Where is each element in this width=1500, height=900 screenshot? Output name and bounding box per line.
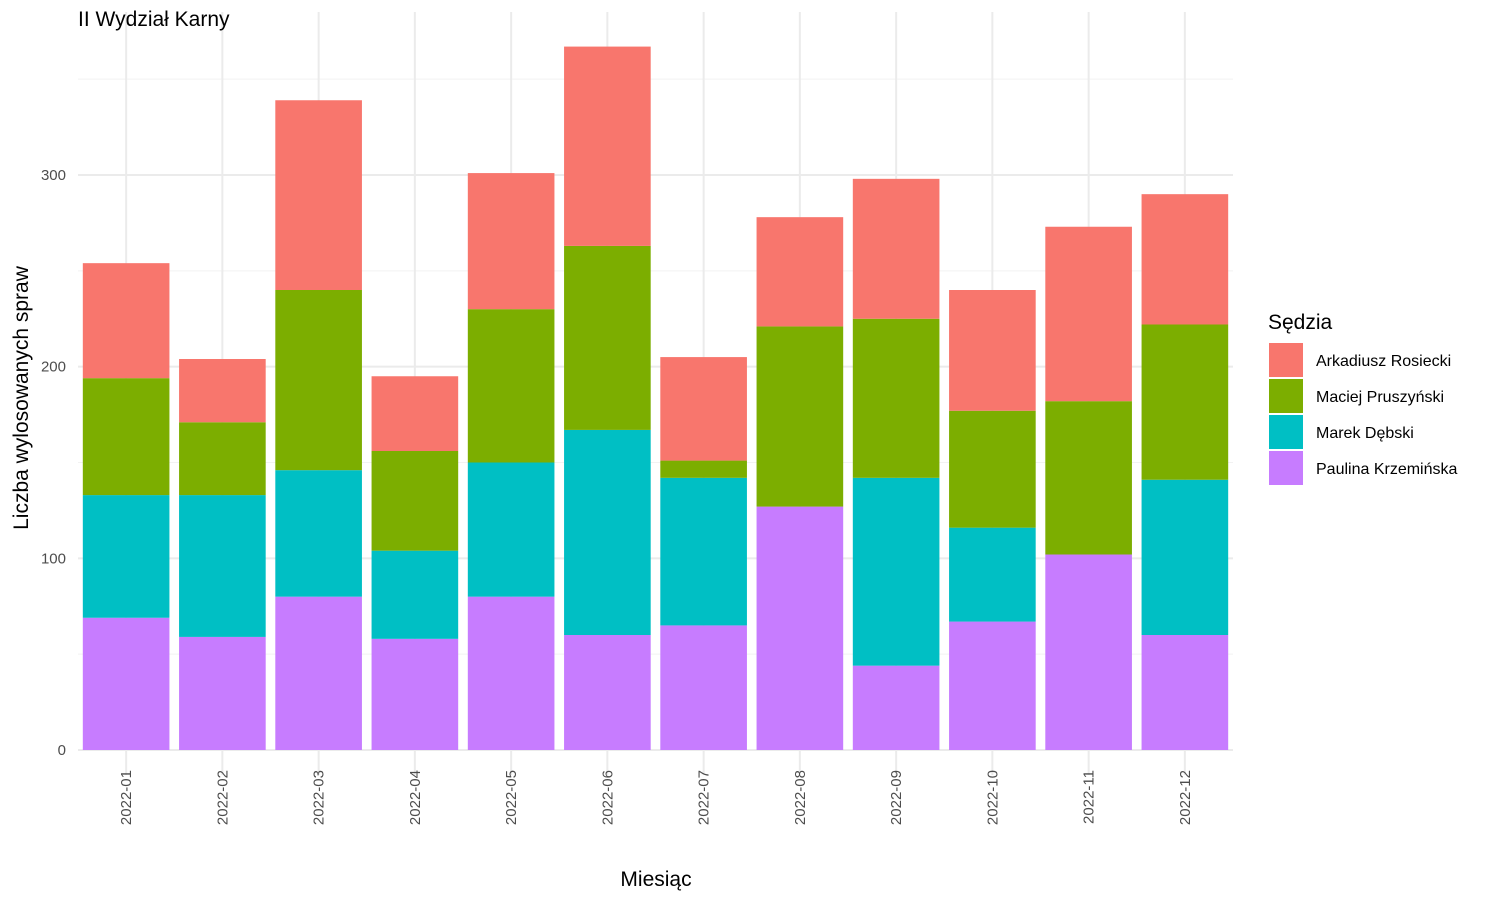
bar-segment	[949, 290, 1036, 411]
bar-segment	[660, 357, 747, 461]
x-tick-label: 2022-09	[888, 770, 905, 825]
legend-label: Maciej Pruszyński	[1316, 389, 1444, 406]
bar-segment	[179, 636, 266, 750]
bar-segment	[467, 596, 555, 750]
bar-segment	[756, 326, 844, 507]
legend-label: Arkadiusz Rosiecki	[1316, 353, 1451, 370]
bar-segment	[82, 617, 170, 750]
x-tick-label: 2022-11	[1081, 770, 1098, 824]
bar-segment	[660, 477, 747, 626]
x-tick-label: 2022-02	[214, 770, 231, 825]
legend-swatch	[1269, 415, 1303, 449]
bar-segment	[1045, 554, 1132, 750]
bar-segment	[564, 635, 651, 750]
bar-segment	[371, 550, 459, 639]
bar-segment	[852, 665, 940, 750]
x-axis-title: Miesiąc	[620, 868, 691, 891]
bar-segment	[1141, 194, 1229, 325]
x-tick-label: 2022-05	[503, 770, 520, 825]
x-tick-label: 2022-10	[984, 770, 1001, 825]
bar-segment	[852, 477, 940, 666]
legend-swatch	[1269, 379, 1303, 413]
bar-segment	[467, 462, 555, 597]
legend-swatch	[1269, 343, 1303, 377]
bar-segment	[1045, 401, 1132, 555]
legend-swatch	[1269, 451, 1303, 485]
legend-label: Paulina Krzemińska	[1316, 461, 1458, 478]
legend-label: Marek Dębski	[1316, 425, 1414, 442]
bar-segment	[467, 309, 555, 463]
x-tick-label: 2022-06	[599, 770, 616, 825]
bar-segment	[179, 495, 266, 637]
legend-title: Sędzia	[1268, 311, 1333, 334]
x-tick-label: 2022-01	[118, 770, 135, 825]
bar-segment	[564, 46, 651, 246]
x-tick-label: 2022-04	[407, 770, 424, 825]
bar-segment	[179, 359, 266, 423]
bar-segment	[852, 178, 940, 319]
bar-segment	[275, 100, 362, 290]
bar-segment	[564, 429, 651, 635]
chart-title: II Wydział Karny	[78, 8, 230, 31]
bar-segment	[467, 173, 555, 310]
y-tick-label: 100	[41, 550, 66, 567]
bar-segment	[564, 245, 651, 430]
bar-segment	[1141, 479, 1229, 635]
bar-segment	[371, 638, 459, 750]
bar-segment	[756, 506, 844, 750]
bar-segment	[371, 451, 459, 551]
bar-segment	[852, 318, 940, 478]
bar-segment	[660, 625, 747, 750]
bars	[82, 46, 1229, 750]
x-tick-label: 2022-07	[696, 770, 713, 825]
bar-segment	[82, 495, 170, 618]
bar-segment	[949, 527, 1036, 622]
bar-segment	[1141, 324, 1229, 480]
bar-segment	[949, 410, 1036, 528]
y-tick-label: 0	[58, 742, 66, 759]
bar-segment	[275, 470, 362, 597]
bar-segment	[371, 376, 459, 451]
y-tick-label: 200	[41, 359, 66, 376]
bar-segment	[660, 460, 747, 478]
x-tick-label: 2022-08	[792, 770, 809, 825]
bar-segment	[756, 217, 844, 327]
bar-segment	[82, 378, 170, 496]
legend: Sędzia Arkadiusz Rosiecki Maciej Pruszyńs…	[1268, 311, 1458, 485]
bar-segment	[1045, 226, 1132, 402]
bar-segment	[275, 596, 362, 750]
bar-segment	[179, 422, 266, 496]
bar-segment	[82, 263, 170, 379]
axes: 0 100 200 300 2022-01 2022-02 2022-03 2022-04 20…	[41, 167, 1194, 825]
x-tick-label: 2022-03	[311, 770, 328, 825]
y-tick-label: 300	[41, 167, 66, 184]
bar-segment	[949, 621, 1036, 750]
bar-segment	[275, 290, 362, 471]
bar-segment	[1141, 635, 1229, 750]
x-tick-label: 2022-12	[1177, 770, 1194, 825]
y-axis-title: Liczba wylosowanych spraw	[10, 265, 33, 530]
